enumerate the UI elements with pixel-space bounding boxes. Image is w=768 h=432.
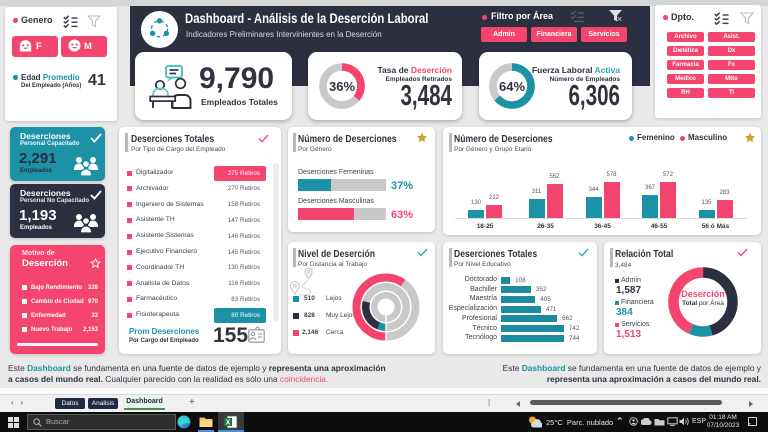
svg-text:X: X: [226, 420, 231, 427]
